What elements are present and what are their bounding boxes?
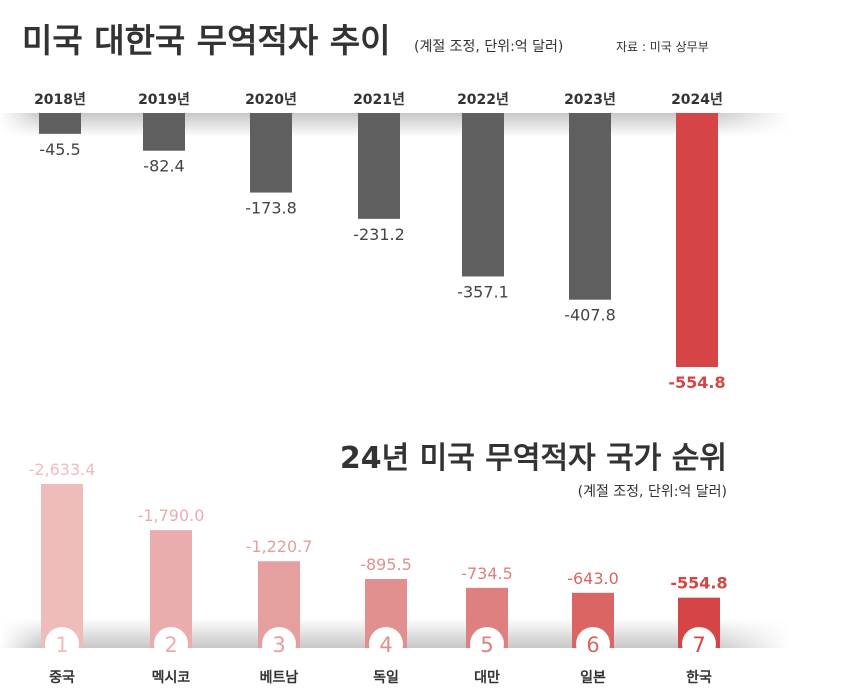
bar xyxy=(41,484,83,648)
value-label: -1,790.0 xyxy=(138,506,205,525)
rank-number: 1 xyxy=(55,633,68,657)
bar xyxy=(39,113,81,134)
country-label: 대만 xyxy=(474,670,500,686)
rank-badge xyxy=(470,627,504,661)
year-label: 2018년 xyxy=(34,92,86,108)
chart1-source: 자료 : 미국 상무부 xyxy=(616,40,709,54)
year-label: 2020년 xyxy=(245,92,297,108)
country-label: 멕시코 xyxy=(152,669,191,686)
value-label: -643.0 xyxy=(567,569,619,588)
value-label: -1,220.7 xyxy=(246,537,313,556)
chart1-title: 미국 대한국 무역적자 추이 xyxy=(22,21,390,60)
value-label: -231.2 xyxy=(353,225,405,244)
value-label: -173.8 xyxy=(245,199,297,218)
year-label: 2019년 xyxy=(138,92,190,108)
rank-badge xyxy=(682,627,716,661)
bar xyxy=(358,113,400,219)
value-label: -82.4 xyxy=(143,157,184,176)
country-label: 중국 xyxy=(49,670,75,686)
bar xyxy=(143,113,185,151)
rank-badge xyxy=(154,627,188,661)
value-label: -734.5 xyxy=(461,564,513,583)
year-label: 2022년 xyxy=(457,92,509,108)
year-label: 2023년 xyxy=(564,92,616,108)
rank-number: 7 xyxy=(692,633,705,657)
bar xyxy=(676,113,718,367)
country-label: 베트남 xyxy=(260,669,299,686)
rank-badge xyxy=(262,627,296,661)
rank-badge xyxy=(45,627,79,661)
rank-number: 5 xyxy=(480,633,493,657)
country-label: 독일 xyxy=(373,670,399,686)
value-label: -45.5 xyxy=(39,140,80,159)
value-label: -895.5 xyxy=(360,555,412,574)
year-label: 2024년 xyxy=(671,92,723,108)
rank-number: 4 xyxy=(379,633,392,657)
chart2-subtitle: (계절 조정, 단위:억 달러) xyxy=(578,484,727,500)
bar xyxy=(462,113,504,277)
rank-badge xyxy=(369,627,403,661)
bar xyxy=(250,113,292,193)
chart2-title: 24년 미국 무역적자 국가 순위 xyxy=(340,441,727,476)
year-label: 2021년 xyxy=(353,92,405,108)
value-label: -407.8 xyxy=(564,306,616,325)
rank-badge xyxy=(576,627,610,661)
country-label: 한국 xyxy=(686,670,712,686)
chart1-subtitle: (계절 조정, 단위:억 달러) xyxy=(414,39,563,55)
value-label: -554.8 xyxy=(670,574,727,593)
bar xyxy=(569,113,611,300)
value-label: -2,633.4 xyxy=(29,460,96,479)
country-label: 일본 xyxy=(580,670,606,686)
rank-number: 2 xyxy=(164,633,177,657)
rank-number: 6 xyxy=(586,633,599,657)
value-label: -554.8 xyxy=(668,373,725,392)
rank-number: 3 xyxy=(272,633,285,657)
value-label: -357.1 xyxy=(457,282,509,301)
